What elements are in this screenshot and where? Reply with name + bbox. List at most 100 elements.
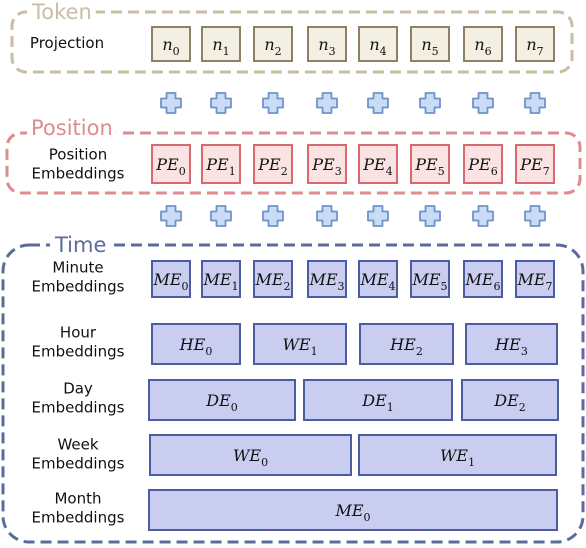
symbol-base: ME [464, 270, 493, 289]
position-cell-6-box [463, 144, 503, 184]
plus-icon [160, 92, 182, 114]
token-cell-4: n4 [358, 26, 398, 62]
symbol-subscript: 6 [485, 45, 492, 58]
token-cell-4-label: n4 [369, 35, 386, 58]
symbol-base: n [369, 35, 379, 54]
token-cell-2-box [253, 26, 293, 62]
token-cell-6-box [463, 26, 503, 62]
time-group-title: Time [54, 233, 106, 257]
symbol-base: HE [179, 335, 206, 354]
minute-cell-1: ME1 [201, 260, 241, 298]
symbol-base: HE [494, 335, 521, 354]
row-label-minute-embeddings: Minute Embeddings [32, 259, 125, 296]
row-label-day-embeddings: Day Embeddings [32, 380, 125, 417]
symbol-base: WE [233, 446, 261, 465]
hour-cell-3-box [465, 323, 558, 365]
row-label-line: Month [54, 490, 101, 508]
row-label-line: Embeddings [32, 165, 125, 183]
row-label-hour-embeddings: Hour Embeddings [32, 324, 125, 361]
day-cell-2-box [461, 379, 559, 421]
symbol-subscript: 7 [543, 165, 550, 178]
token-cell-7-label: n7 [526, 35, 543, 58]
position-cell-0: PE0 [151, 144, 191, 184]
plus-icon [316, 205, 338, 227]
hour-cell-1-label: WE1 [282, 335, 317, 358]
row-label-line: Projection [30, 34, 104, 52]
row-label-projection: Projection [30, 34, 104, 52]
position-group-frame [5, 131, 582, 195]
day-cell-1-label: DE1 [361, 391, 394, 414]
symbol-subscript: 5 [441, 280, 448, 293]
minute-cell-6-box [463, 260, 503, 298]
position-cell-7-box [515, 144, 555, 184]
plus-icon [524, 205, 546, 227]
day-cell-1-box [303, 379, 453, 421]
week-cell-1-label: WE1 [440, 446, 475, 469]
token-cell-3-label: n3 [318, 35, 335, 58]
plus-icon [472, 205, 494, 227]
symbol-subscript: 0 [173, 45, 180, 58]
position-cell-7: PE7 [515, 144, 555, 184]
hour-cell-1: WE1 [253, 323, 347, 365]
token-cell-1-label: n1 [212, 35, 229, 58]
position-cell-5-box [410, 144, 450, 184]
position-cell-4: PE4 [358, 144, 398, 184]
symbol-subscript: 0 [182, 280, 189, 293]
hour-cell-2-label: HE2 [389, 335, 423, 358]
plus-icon [262, 205, 284, 227]
hour-cell-3: HE3 [465, 323, 558, 365]
symbol-subscript: 2 [284, 280, 291, 293]
symbol-subscript: 6 [494, 280, 501, 293]
hour-cell-2: HE2 [359, 323, 454, 365]
token-cell-2-label: n2 [264, 35, 281, 58]
symbol-subscript: 1 [223, 45, 230, 58]
symbol-base: PE [155, 155, 179, 174]
minute-cell-0: ME0 [151, 260, 191, 298]
position-cell-1: PE1 [201, 144, 241, 184]
hour-cell-0-label: HE0 [179, 335, 213, 358]
symbol-subscript: 0 [205, 345, 212, 358]
row-label-month-embeddings: Month Embeddings [32, 490, 125, 527]
minute-cell-6: ME6 [463, 260, 503, 298]
row-label-week-embeddings: Week Embeddings [32, 436, 125, 473]
symbol-subscript: 6 [491, 165, 498, 178]
row-label-line: Position [49, 146, 107, 164]
row-label-position-embeddings: Position Embeddings [32, 146, 125, 183]
symbol-base: n [474, 35, 484, 54]
symbol-subscript: 2 [519, 401, 526, 414]
position-cell-1-label: PE1 [205, 155, 235, 178]
plus-icon [262, 92, 284, 114]
row-label-line: Day [63, 380, 93, 398]
row-label-line: Minute [52, 259, 103, 277]
minute-cell-7-box [515, 260, 555, 298]
position-cell-5-label: PE5 [414, 155, 444, 178]
symbol-base: ME [411, 270, 440, 289]
day-cell-0: DE0 [148, 379, 296, 421]
token-cell-4-box [358, 26, 398, 62]
symbol-base: PE [467, 155, 491, 174]
hour-cell-1-box [253, 323, 347, 365]
token-cell-7-box [515, 26, 555, 62]
token-cell-1: n1 [201, 26, 241, 62]
symbol-base: WE [440, 446, 468, 465]
plus-icon [524, 92, 546, 114]
minute-cell-0-box [151, 260, 191, 298]
minute-cell-1-box [201, 260, 241, 298]
token-cell-0: n0 [151, 26, 191, 62]
day-cell-0-box [148, 379, 296, 421]
position-cell-2: PE2 [253, 144, 293, 184]
minute-cell-5: ME5 [410, 260, 450, 298]
time-group-frame [1, 243, 585, 544]
month-cell-0: ME0 [148, 489, 558, 531]
symbol-base: DE [361, 391, 387, 410]
symbol-base: PE [205, 155, 229, 174]
position-group-title: Position [31, 116, 113, 140]
symbol-base: PE [519, 155, 543, 174]
symbol-subscript: 0 [179, 165, 186, 178]
symbol-base: n [318, 35, 328, 54]
plus-icon [210, 92, 232, 114]
day-cell-1: DE1 [303, 379, 453, 421]
minute-cell-5-label: ME5 [411, 270, 447, 293]
hour-cell-0-box [151, 323, 241, 365]
